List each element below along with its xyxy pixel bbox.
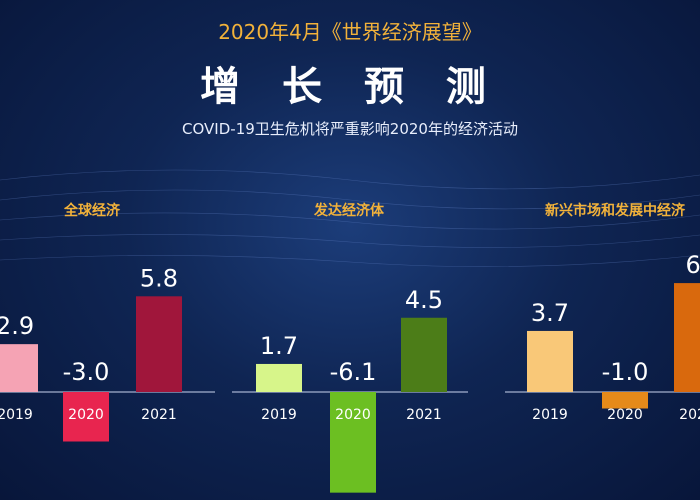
bar <box>256 363 302 392</box>
value-label: 3.7 <box>531 299 569 327</box>
category-label: 2019 <box>532 407 568 423</box>
bar <box>602 392 648 409</box>
value-label: 2.9 <box>0 312 34 340</box>
bar <box>527 330 573 392</box>
value-label: 1.7 <box>260 332 298 360</box>
category-label: 2020 <box>607 407 643 423</box>
page-description: COVID-19卫生危机将严重影响2020年的经济活动 <box>182 120 518 138</box>
value-label: 4.5 <box>405 286 443 314</box>
value-label: -1.0 <box>602 358 649 386</box>
bar <box>674 283 700 392</box>
bar <box>136 296 182 392</box>
chart-title: 全球经济 <box>63 202 121 219</box>
category-label: 2021 <box>406 407 442 423</box>
category-label: 2020 <box>335 407 371 423</box>
value-label: 5.8 <box>140 264 178 292</box>
chart-title: 新兴市场和发展中经济 <box>545 202 686 219</box>
value-label: 6. <box>686 251 700 279</box>
page-title: 增 长 预 测 <box>200 64 500 110</box>
bar <box>330 392 376 493</box>
category-label: 2021 <box>141 407 177 423</box>
background-mesh <box>0 169 700 267</box>
category-label: 2019 <box>261 407 297 423</box>
value-label: -6.1 <box>330 358 377 386</box>
chart-title: 发达经济体 <box>313 202 385 219</box>
bar <box>401 317 447 392</box>
bar <box>0 344 38 392</box>
category-label: 2019 <box>0 407 33 423</box>
bar <box>63 392 109 442</box>
category-label: 2021 <box>679 407 700 423</box>
report-subtitle: 2020年4月《世界经济展望》 <box>218 20 482 44</box>
category-label: 2020 <box>68 407 104 423</box>
value-label: -3.0 <box>63 358 110 386</box>
